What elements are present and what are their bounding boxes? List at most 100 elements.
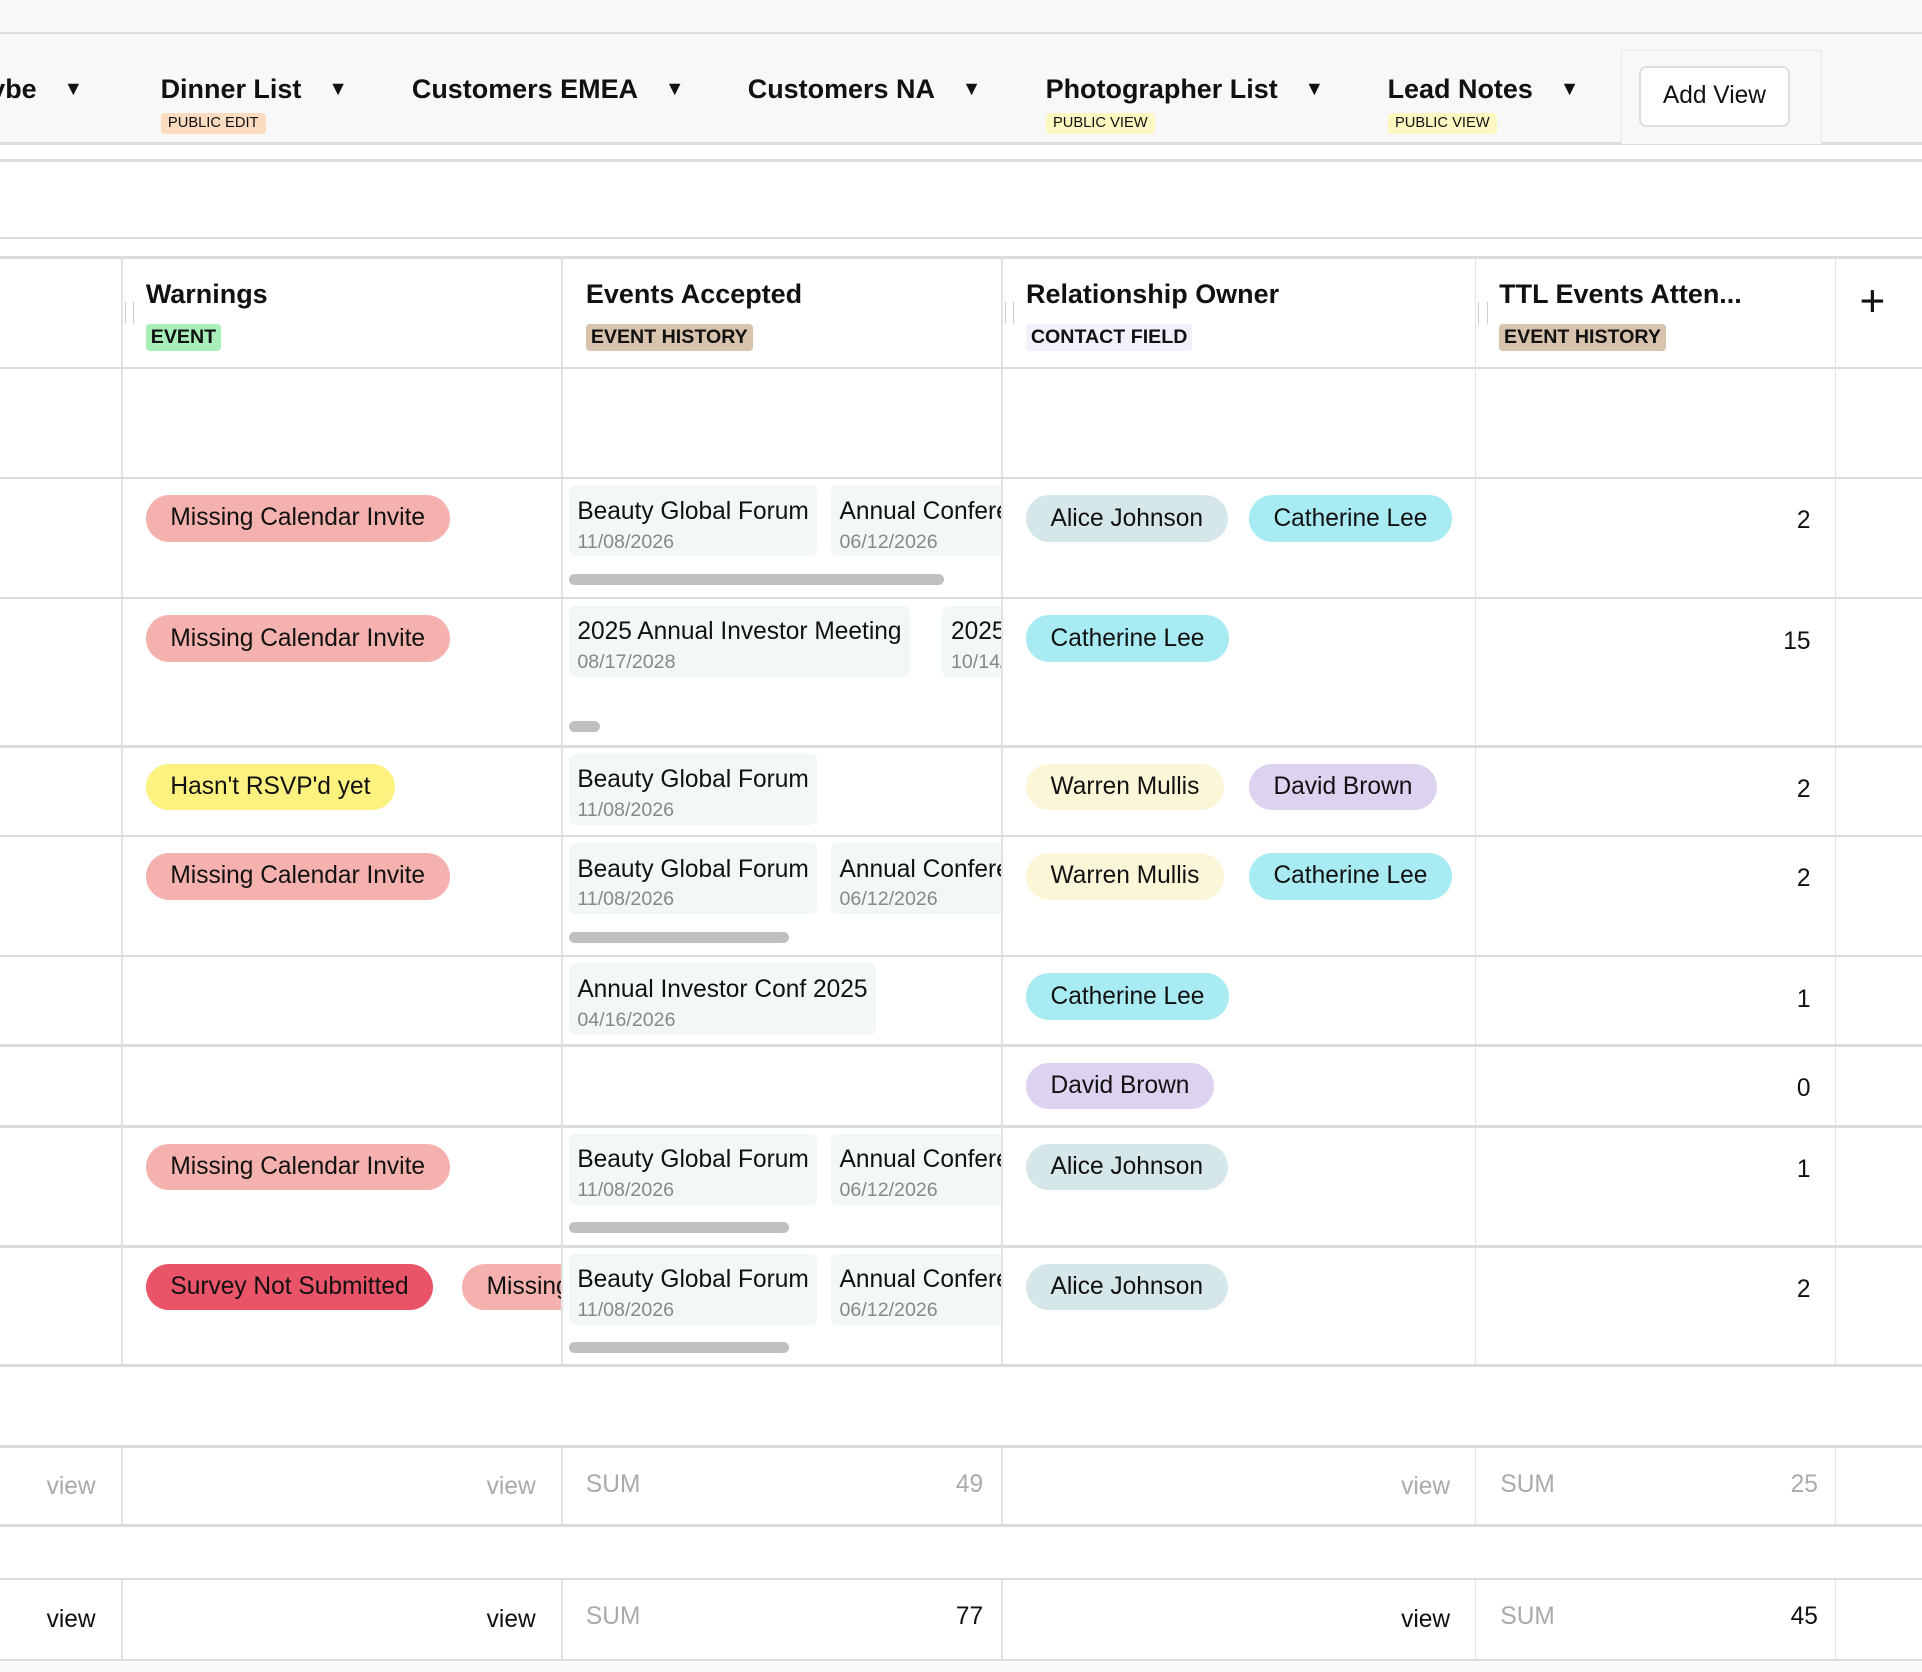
caret-down-icon[interactable]: ▼ <box>328 78 348 101</box>
add-view-button[interactable]: Add View <box>1638 66 1790 127</box>
event-date: 06/12/2026 <box>839 888 938 911</box>
warning-chip[interactable]: Missing <box>462 1263 562 1311</box>
view-badge: PUBLIC VIEW <box>1045 112 1155 134</box>
warning-chip[interactable]: Missing Calendar Invite <box>145 495 450 542</box>
plus-icon: + <box>1859 277 1886 327</box>
event-date: 10/14/2028 <box>950 650 1002 673</box>
owner-chip[interactable]: Warren Mullis <box>1025 763 1224 811</box>
footer-border <box>0 1577 1922 1581</box>
event-name: 2025 Annual Investor Meeting <box>577 617 902 645</box>
view-badge: PUBLIC EDIT <box>160 112 266 134</box>
footer-sum-label[interactable]: SUM <box>585 1603 641 1631</box>
column-divider <box>1474 1578 1476 1660</box>
caret-down-icon[interactable]: ▼ <box>664 78 685 101</box>
footer-view-label[interactable]: view <box>486 1605 536 1633</box>
column-divider <box>1474 257 1476 1366</box>
event-chip[interactable]: Beauty Global Forum 11/08/2026 <box>568 1253 818 1326</box>
event-date: 08/17/2028 <box>577 650 676 673</box>
event-name: Beauty Global Forum <box>577 1146 809 1174</box>
footer-sum-label[interactable]: SUM <box>585 1470 641 1498</box>
event-chip[interactable]: Annual Conference 06/12/2026 <box>830 1253 1002 1326</box>
event-date: 11/08/2026 <box>577 798 675 821</box>
warning-chip[interactable]: Hasn't RSVP'd yet <box>145 763 395 811</box>
event-name: 2025 Annual <box>950 617 1002 645</box>
column-header-events-accepted[interactable]: Events Accepted <box>585 279 803 310</box>
column-divider <box>1835 257 1837 1366</box>
horizontal-scrollbar[interactable] <box>568 1342 790 1354</box>
event-date: 11/08/2026 <box>577 530 675 553</box>
event-chip[interactable]: Annual Conference 06/12/2026 <box>830 843 1002 915</box>
warning-chip[interactable]: Survey Not Submitted <box>145 1263 434 1311</box>
column-header-warnings[interactable]: Warnings <box>145 279 268 310</box>
owner-chip[interactable]: Catherine Lee <box>1025 973 1229 1020</box>
column-type-badge: EVENT HISTORY <box>585 323 753 352</box>
row-border <box>0 1044 1922 1047</box>
footer-view-label[interactable]: view <box>46 1605 96 1633</box>
row-border <box>0 745 1922 748</box>
owner-chip[interactable]: Alice Johnson <box>1025 1143 1228 1191</box>
ttl-events-value: 1 <box>1796 1155 1811 1183</box>
view-tab-customers-na[interactable]: Customers NA ▼ <box>748 74 982 105</box>
view-tab-customers-emea[interactable]: Customers EMEA ▼ <box>412 74 685 105</box>
event-chip[interactable]: 2025 Annual 10/14/2028 <box>942 605 1002 677</box>
footer-border <box>0 1658 1922 1661</box>
footer-view-label[interactable]: view <box>46 1473 96 1501</box>
horizontal-scrollbar[interactable] <box>568 1222 790 1234</box>
event-chip[interactable]: Beauty Global Forum 11/08/2026 <box>568 485 818 557</box>
footer-sum-value: 49 <box>955 1470 984 1498</box>
horizontal-scrollbar[interactable] <box>568 573 944 585</box>
warning-chip[interactable]: Missing Calendar Invite <box>145 615 450 662</box>
owner-chip[interactable]: Catherine Lee <box>1248 853 1452 900</box>
event-chip[interactable]: Annual Conference 06/12/2026 <box>830 1133 1002 1205</box>
owner-chip[interactable]: Warren Mullis <box>1025 853 1224 900</box>
event-chip[interactable]: 2025 Annual Investor Meeting 08/17/2028 <box>568 605 911 677</box>
owner-chip[interactable]: Alice Johnson <box>1025 1263 1228 1311</box>
event-chip[interactable]: Beauty Global Forum 11/08/2026 <box>568 753 818 825</box>
caret-down-icon[interactable]: ▼ <box>1304 78 1325 101</box>
view-tab-lead-notes[interactable]: Lead Notes ▼ <box>1388 74 1580 105</box>
event-chip[interactable]: Beauty Global Forum 11/08/2026 <box>568 843 818 915</box>
view-tab-label: ybe <box>0 73 37 104</box>
view-tab-label: Photographer List <box>1045 73 1278 104</box>
caret-down-icon[interactable]: ▼ <box>961 78 982 101</box>
view-tab-photographer-list[interactable]: Photographer List ▼ <box>1046 74 1324 105</box>
horizontal-scrollbar[interactable] <box>568 931 790 943</box>
column-resize-handle[interactable] <box>1005 301 1015 324</box>
event-chip[interactable]: Beauty Global Forum 11/08/2026 <box>568 1133 818 1205</box>
footer-view-label[interactable]: view <box>1401 1605 1451 1633</box>
warning-chip[interactable]: Missing Calendar Invite <box>145 853 450 900</box>
view-tab-ybe[interactable]: ybe ▼ <box>0 74 83 105</box>
bottom-bar <box>0 1660 1922 1672</box>
warning-chip[interactable]: Missing Calendar Invite <box>145 1143 450 1191</box>
event-chip[interactable]: Annual Conference 06/12/2026 <box>830 485 1002 557</box>
owner-chip[interactable]: Catherine Lee <box>1025 615 1229 662</box>
event-date: 06/12/2026 <box>839 1178 938 1201</box>
owner-chip[interactable]: Catherine Lee <box>1248 495 1452 542</box>
footer-view-label[interactable]: view <box>1401 1473 1451 1501</box>
owner-chip[interactable]: Alice Johnson <box>1025 495 1228 542</box>
footer-view-label[interactable]: view <box>486 1473 536 1501</box>
warnings-cell: Missing Calendar Invite <box>123 836 562 956</box>
warnings-cell: Survey Not Submitted Missing <box>123 1247 562 1366</box>
divider <box>0 31 1922 35</box>
owner-chip[interactable]: David Brown <box>1025 1062 1214 1110</box>
event-name: Beauty Global Forum <box>577 766 809 794</box>
caret-down-icon[interactable]: ▼ <box>63 78 84 101</box>
column-divider <box>561 257 563 1366</box>
event-chip[interactable]: Annual Investor Conf 2025 04/16/2026 <box>568 963 877 1035</box>
top-bar <box>0 0 1922 32</box>
add-column-button[interactable]: + <box>1860 277 1886 327</box>
column-divider <box>561 1446 563 1525</box>
column-header-ttl-events-atten-[interactable]: TTL Events Atten... <box>1499 279 1742 310</box>
view-tab-dinner-list[interactable]: Dinner List ▼ <box>161 74 348 105</box>
column-resize-handle[interactable] <box>1478 301 1488 324</box>
column-resize-handle[interactable] <box>125 301 135 324</box>
footer-sum-label[interactable]: SUM <box>1500 1470 1555 1498</box>
column-header-relationship-owner[interactable]: Relationship Owner <box>1025 279 1280 310</box>
footer-sum-value: 25 <box>1790 1470 1818 1498</box>
footer-sum-label[interactable]: SUM <box>1500 1603 1555 1631</box>
caret-down-icon[interactable]: ▼ <box>1559 78 1580 101</box>
horizontal-scrollbar[interactable] <box>568 720 600 732</box>
owner-chip[interactable]: David Brown <box>1248 763 1437 811</box>
